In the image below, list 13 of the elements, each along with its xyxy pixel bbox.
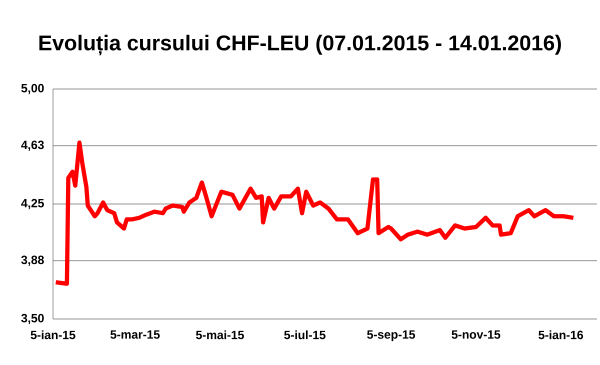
- y-tick-label: 5,00: [21, 84, 44, 94]
- x-tick-label: 5-ian-15: [30, 330, 76, 340]
- x-tick-label: 5-mar-15: [110, 330, 160, 339]
- x-tick-label: 5-ian-16: [538, 330, 584, 340]
- x-tick-label: 5-sep-15: [367, 330, 416, 342]
- y-tick-label: 3,50: [21, 314, 44, 324]
- y-tick-label: 4,25: [21, 198, 44, 210]
- chart-title: Evoluția cursului CHF-LEU (07.01.2015 - 14.01.2016): [39, 34, 561, 56]
- x-tick-label: 5-mai-15: [196, 330, 244, 340]
- y-tick-label: 4,63: [21, 140, 44, 151]
- x-tick-label: 5-nov-15: [452, 330, 500, 339]
- x-tick-label: 5-iul-15: [284, 330, 326, 340]
- y-tick-label: 3,88: [21, 256, 44, 266]
